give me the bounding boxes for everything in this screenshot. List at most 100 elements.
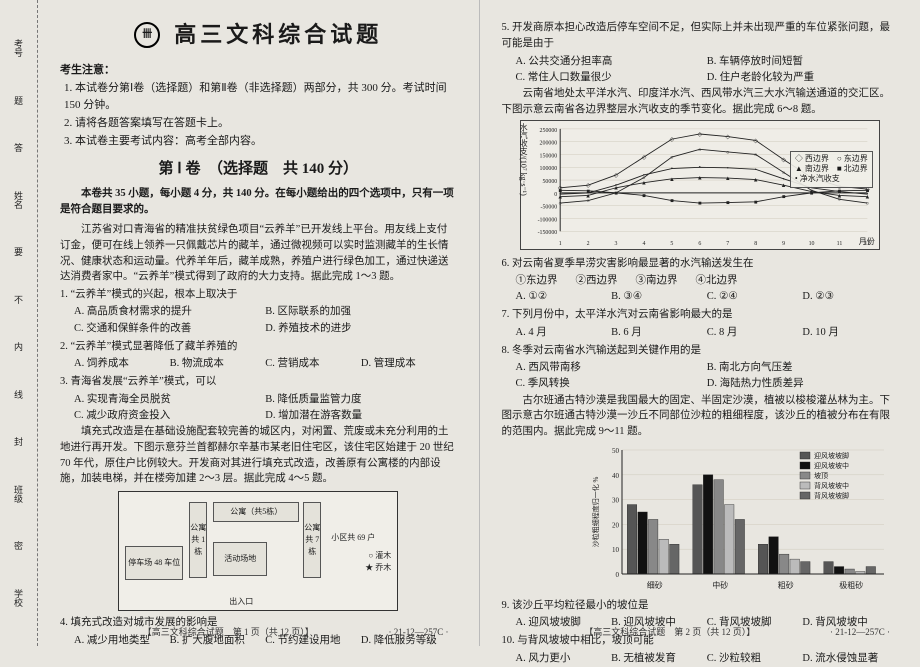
- svg-text:7: 7: [726, 241, 729, 247]
- opt: A. 高品质食材需求的提升: [74, 304, 265, 320]
- question-6: 6. 对云南省夏季旱涝灾害影响最显著的水汽输送发生在: [502, 256, 899, 272]
- svg-text:8: 8: [754, 241, 757, 247]
- svg-text:30: 30: [612, 497, 620, 505]
- opt: B. 车辆停放时间短暂: [707, 54, 898, 70]
- binding-label: 答: [12, 143, 25, 152]
- options-10: A. 风力更小 B. 无植被发育 C. 沙粒较粗 D. 流水侵蚀显著: [516, 651, 899, 667]
- passage-2: 填充式改造是在基础设施配套较完善的城区内，对闲置、荒废或未充分利用的土地进行再开…: [60, 424, 457, 487]
- svg-text:细砂: 细砂: [647, 580, 663, 590]
- map-inout: 出入口: [229, 596, 253, 608]
- options-6: A. ①② B. ③④ C. ②④ D. ②③: [516, 289, 899, 305]
- binding-label: 考号: [12, 39, 25, 57]
- options-5: A. 公共交通分担率高 B. 车辆停放时间短暂 C. 常住人口数量很少 D. 住…: [516, 54, 899, 87]
- circled-opt: ①东边界: [516, 273, 558, 289]
- title-row: 卌 高三文科综合试题: [60, 18, 457, 52]
- svg-text:■: ■: [614, 190, 618, 196]
- opt: B. 南北方向气压差: [707, 360, 898, 376]
- main-title: 高三文科综合试题: [174, 18, 382, 52]
- svg-text:•: •: [671, 166, 673, 172]
- opt: D. 住户老龄化较为严重: [707, 70, 898, 86]
- bar-chart-svg: 01020304050细砂中砂粗砂极粗砂沙粒粗细程度归一化 %迎风坡坡脚迎风坡坡…: [588, 444, 888, 594]
- svg-text:•: •: [587, 190, 589, 196]
- options-3: A. 实现青海全员脱贫 B. 降低质量监管力度 C. 减少政府资金投入 D. 增…: [74, 392, 457, 425]
- svg-text:○: ○: [726, 149, 730, 155]
- svg-text:250000: 250000: [539, 127, 557, 133]
- map-apt2: 公寓（共5栋）: [213, 502, 299, 522]
- map-legend-1: ○ 灌木: [368, 550, 391, 562]
- binding-label: 内: [12, 342, 25, 351]
- svg-text:○: ○: [698, 147, 702, 153]
- svg-text:▲: ▲: [753, 177, 759, 183]
- question-8: 8. 冬季对云南省水汽输送起到关键作用的是: [502, 343, 899, 359]
- notice-item: 2. 请将各题答案填写在答题卡上。: [64, 115, 457, 132]
- svg-text:150000: 150000: [539, 153, 557, 159]
- opt: A. 实现青海全员脱贫: [74, 392, 265, 408]
- svg-text:迎风坡坡脚: 迎风坡坡脚: [814, 451, 849, 460]
- options-1: A. 高品质食材需求的提升 B. 区际联系的加强 C. 交通和保鲜条件的改善 D…: [74, 304, 457, 337]
- page-2: 5. 开发商原本担心改造后停车空间不足，但实际上并未出现严重的车位紧张问题，最可…: [480, 0, 920, 646]
- line-legend: ◇ 西边界 ○ 东边界 ▲ 南边界 ■ 北边界 • 净水汽收支: [790, 151, 873, 188]
- options-8: A. 西风带南移 B. 南北方向气压差 C. 季风转换 D. 海陆热力性质差异: [516, 360, 899, 393]
- opt: A. 饲养成本: [74, 356, 170, 372]
- svg-text:5: 5: [670, 241, 673, 247]
- footer-left: 【高三文科综合试题 第 1 页（共 12 页）】 · 21-12—257C ·: [38, 626, 479, 640]
- notice-head: 考生注意：: [60, 62, 457, 79]
- binding-label: 姓名: [12, 191, 25, 209]
- sand-bar-chart: 01020304050细砂中砂粗砂极粗砂沙粒粗细程度归一化 %迎风坡坡脚迎风坡坡…: [588, 444, 888, 594]
- options-7: A. 4 月 B. 6 月 C. 8 月 D. 10 月: [516, 325, 899, 341]
- opt: D. 海陆热力性质差异: [707, 376, 898, 392]
- footer-center: 【高三文科综合试题 第 1 页（共 12 页）】: [143, 626, 314, 640]
- svg-text:4: 4: [642, 241, 645, 247]
- svg-text:○: ○: [586, 198, 590, 204]
- circled-opts-6: ①东边界 ②西边界 ③南边界 ④北边界: [516, 273, 899, 289]
- opt: B. ③④: [611, 289, 707, 305]
- question-5: 5. 开发商原本担心改造后停车空间不足，但实际上并未出现严重的车位紧张问题，最可…: [502, 20, 899, 53]
- binding-margin: 考号 题 答 姓名 要 不 内 线 封 班级 密 学校: [0, 0, 38, 646]
- svg-text:0: 0: [616, 571, 620, 579]
- svg-text:-50000: -50000: [540, 204, 557, 210]
- opt: B. 6 月: [611, 325, 707, 341]
- binding-label: 班级: [12, 485, 25, 503]
- svg-text:20: 20: [612, 521, 620, 529]
- circled-opt: ③南边界: [636, 273, 678, 289]
- svg-text:沙粒粗细程度归一化 %: 沙粒粗细程度归一化 %: [591, 476, 600, 547]
- map-play: 活动场地: [213, 542, 267, 576]
- section-intro: 本卷共 35 小题，每小题 4 分，共 140 分。在每小题给出的四个选项中，只…: [60, 186, 457, 219]
- svg-text:•: •: [782, 176, 784, 182]
- opt: D. 10 月: [802, 325, 898, 341]
- opt: D. 管理成本: [361, 356, 457, 372]
- svg-text:■: ■: [642, 193, 646, 199]
- binding-label: 题: [12, 96, 25, 105]
- opt: C. 季风转换: [516, 376, 707, 392]
- svg-text:•: •: [726, 165, 728, 171]
- opt: D. ②③: [802, 289, 898, 305]
- vapor-line-chart: -150000-100000-5000005000010000015000020…: [520, 120, 880, 250]
- map-info: 小区共 69 户: [331, 532, 391, 544]
- svg-text:50000: 50000: [542, 179, 557, 185]
- question-1: 1. “云养羊”模式的兴起，根本上取决于: [60, 287, 457, 303]
- opt: C. 减少政府资金投入: [74, 408, 265, 424]
- opt: B. 区际联系的加强: [265, 304, 456, 320]
- notice-item: 3. 本试卷主要考试内容：高考全部内容。: [64, 133, 457, 150]
- site-map-figure: 停车场 48 车位 公寓 共 1 栋 活动场地 公寓（共5栋） 公寓 共 7 栋…: [118, 491, 398, 611]
- svg-text:200000: 200000: [539, 140, 557, 146]
- svg-text:■: ■: [809, 190, 813, 196]
- passage-3: 云南省地处太平洋水汽、印度洋水汽、西风带水汽三大水汽输送通道的交汇区。下图示意云…: [502, 86, 899, 118]
- legend-item: 西边界: [805, 154, 829, 163]
- opt: A. 公共交通分担率高: [516, 54, 707, 70]
- svg-text:•: •: [643, 172, 645, 178]
- opt: D. 增加潜在游客数量: [265, 408, 456, 424]
- logo-glyph: 卌: [142, 27, 152, 43]
- svg-text:中砂: 中砂: [712, 580, 728, 590]
- svg-text:极粗砂: 极粗砂: [839, 580, 863, 590]
- opt: C. 常住人口数量很少: [516, 70, 707, 86]
- svg-text:•: •: [754, 167, 756, 173]
- svg-text:◇: ◇: [753, 138, 758, 144]
- svg-text:3: 3: [614, 241, 617, 247]
- svg-text:○: ○: [865, 201, 869, 207]
- svg-text:背风坡坡中: 背风坡坡中: [814, 481, 849, 490]
- svg-text:粗砂: 粗砂: [778, 580, 794, 590]
- svg-text:○: ○: [670, 155, 674, 161]
- opt: B. 物流成本: [170, 356, 266, 372]
- opt: B. 降低质量监管力度: [265, 392, 456, 408]
